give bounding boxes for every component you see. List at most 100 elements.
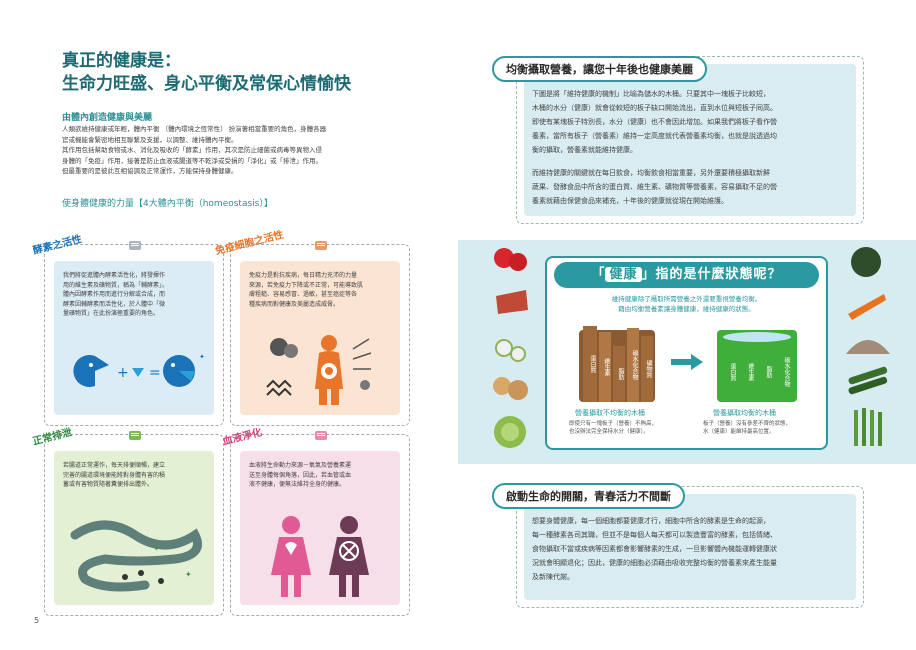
- asparagus-icon: [854, 410, 858, 446]
- card-line: 體內因酵素作用而進行分解或合成，而: [63, 291, 166, 299]
- intro-line: 但最重要的是彼此互相協調及正常運作，方能保持身體健康。: [62, 167, 238, 175]
- pin-icon: [315, 241, 327, 250]
- intestine-illustration: ✦ ✦: [70, 520, 202, 592]
- miso-icon: [496, 290, 528, 314]
- left-page: 真正的健康是： 生命力旺盛、身心平衡及常保心情愉快 由體內創造健康與美麗 人類欲…: [31, 51, 410, 625]
- subtitle-line: 藉由均衡營養素讓身體健康，維持健康的狀態。: [618, 305, 755, 313]
- potato-icon: [493, 377, 511, 395]
- enzyme-illustration: + = ✦: [73, 353, 205, 387]
- card-line: 量礦物質」在此扮演極重要的角色。: [63, 310, 160, 318]
- card-text: 我們將促進體內酵素活性化，將發揮作 用的維生素及礦物質，稱為「輔酵素」。 體內因…: [63, 271, 209, 319]
- card-line: 來源，若免疫力下降或不正常，可能導致肌: [249, 281, 364, 289]
- text-line: 及新陳代謝。: [532, 573, 574, 581]
- card-line: 送至身體每個角落，因此，若血管或血: [249, 471, 352, 479]
- turnip-icon: [510, 346, 526, 362]
- text-line: 想要身體健康，每一個細胞都要健康才行，細胞中所含的酵素是生命的起源，: [532, 517, 770, 525]
- text-line: 況就會明顯退化；因此，健康的細胞必須藉由吸收完整均衡的營養素來產生能量: [532, 559, 777, 567]
- card-line: 免疫力是對抗疾病，每日精力充沛的力量: [249, 272, 358, 279]
- barrel-stave: 脂肪: [765, 366, 772, 378]
- blood-illustration: [271, 516, 369, 597]
- text-line: 食物攝取不當或疾病等因素都會影響酵素的生成，一旦影響體內機能運轉健康狀: [532, 545, 777, 553]
- unbalanced-barrel: 蛋白質 維生素 脂肪 碳水化合物 礦物質: [577, 322, 657, 402]
- homeostasis-heading: 使身體健康的力量【4大體內平衡（homeostasis）】: [62, 199, 273, 209]
- card-text: 若腸道正常運作，每天排便順暢，建立 完善的腸道環境便能將對身體有害的積 蓄或有害…: [63, 461, 209, 490]
- balanced-caption: 營養攝取均衡的木桶: [713, 409, 776, 417]
- section-heading: 由體內創造健康與美麗: [62, 113, 153, 123]
- text-line: 木桶的水分（健康）就會從較短的板子缺口開始流出，直到水位與短板子同高。: [532, 104, 777, 112]
- nutrition-paragraph-1: 下圖是將「維持健康的機制」比喻為儲水的木桶。只要其中一塊板子比較短， 木桶的水分…: [532, 87, 852, 157]
- card-line: 若腸道正常運作，每天排便順暢，建立: [63, 462, 166, 469]
- barrel-stave: 碳水化合物: [783, 357, 790, 387]
- card-text: 血液將生命動力來源－氧氣及營養素運 送至身體每個角落，因此，若血管或血 液不健康…: [249, 461, 395, 490]
- life-switch-heading: 啟動生命的開關，青春活力不間斷: [492, 483, 685, 509]
- barrel-stave: 蛋白質: [729, 363, 736, 381]
- potato-icon: [508, 380, 528, 400]
- card-line: 用的維生素及礦物質，稱為「輔酵素」。: [63, 281, 169, 289]
- question-title: 「健康 」指的是什麼狀態呢？: [554, 262, 819, 288]
- pin-icon: [129, 241, 141, 250]
- text-line: 養素，當所有板子（營養素）維持一定高度就代表營養素均衡，也就是說透過均: [532, 132, 777, 140]
- pin-icon: [315, 431, 327, 440]
- life-switch-paragraph: 想要身體健康，每一個細胞都要健康才行，細胞中所含的酵素是生命的起源， 每一種酵素…: [532, 514, 852, 584]
- mushroom-icon: [846, 340, 890, 354]
- card-line: 膚粗糙、容易感冒、過敏，甚至癌症等各: [249, 291, 358, 299]
- arrow-right-icon: [671, 354, 703, 370]
- svg-text:✦: ✦: [153, 544, 160, 553]
- title-part: 「: [591, 267, 606, 282]
- intro-line: 身體的「免疫」作用，接著是防止血液或腸道等不乾淨或受損的「淨化」或「排泄」作用。: [62, 156, 322, 165]
- immunity-illustration: [266, 335, 372, 405]
- intro-paragraph: 人類欲維持健康或年輕，體內平衡 （體內環境之恆常性） 扮演著相當重要的角色，身體…: [62, 124, 402, 177]
- barrel-water: [723, 332, 791, 342]
- note-line: 水（健康）能維持最高位置。: [703, 429, 775, 435]
- svg-text:✦: ✦: [199, 353, 205, 361]
- tomato-icon: [509, 253, 527, 271]
- carrot-icon: [848, 294, 886, 320]
- nutrition-box: [516, 56, 864, 224]
- text-line: 養素就藉由保健食品來補充，十年後的健康就從現在開始維護。: [532, 197, 728, 205]
- barrel-stave: 維生素: [747, 363, 754, 381]
- blood-card: 血液將生命動力來源－氧氣及營養素運 送至身體每個角落，因此，若血管或血 液不健康…: [230, 431, 410, 616]
- card-line: 蓄或有害物質隨著糞便排出體外。: [63, 481, 154, 489]
- note-line: 即使只有一塊板子（營養）不夠高，: [569, 421, 658, 427]
- immunity-card: 免疫力是對抗疾病，每日精力充沛的力量 來源，若免疫力下降或不正常，可能導致肌 膚…: [230, 241, 410, 426]
- cucumber-icon: [848, 366, 888, 385]
- intro-line: 其作用包括幫助食物或水、消化及吸收的「酵素」作用，其次是防止細菌或病毒等異物入侵: [62, 146, 322, 154]
- unbalanced-note: 即使只有一塊板子（營養）不夠高， 也沒辦法完全保持水分（健康）。: [569, 420, 657, 436]
- title-line-1: 真正的健康是：: [62, 51, 181, 71]
- note-line: 板子（營養）沒有參差不齊的狀態，: [703, 421, 792, 427]
- title-part: 」指的是什麼狀態呢？: [641, 267, 782, 282]
- card-line: 血液將生命動力來源－氧氣及營養素運: [249, 462, 352, 469]
- text-line: 每一種酵素各司其職，但並不是每個人每天都可以製造豐富的酵素，包括情緒、: [532, 531, 777, 539]
- barrel-stave: 碳水化合物: [627, 328, 639, 402]
- unbalanced-caption: 營養攝取不均衡的木桶: [575, 409, 645, 417]
- barrel-stave: 礦物質: [641, 336, 653, 402]
- card-line: 我們將促進體內酵素活性化，將發揮作: [63, 272, 166, 279]
- text-line: 蔬果、發酵食品中所含的蛋白質、維生素、礦物質等營養素，容易攝取不足的營: [532, 183, 777, 191]
- svg-text:+: +: [117, 365, 129, 381]
- text-line: 衡的攝取，營養素就能維持健康。: [532, 146, 637, 154]
- excretion-card: 若腸道正常運作，每天排便順暢，建立 完善的腸道環境便能將對身體有害的積 蓄或有害…: [44, 431, 224, 616]
- barrel-stave: 蛋白質: [583, 326, 597, 402]
- note-line: 也沒辦法完全保持水分（健康）。: [569, 429, 649, 435]
- card-line: 完善的腸道環境便能將對身體有害的積: [63, 471, 166, 479]
- nutrition-heading: 均衡攝取營養，讓您十年後也健康美麗: [492, 56, 707, 82]
- pumpkin-icon: [851, 247, 881, 277]
- balanced-barrel: 蛋白質 維生素 脂肪 碳水化合物: [717, 330, 797, 402]
- subtitle-line: 維持健康除了攝取所需營養之外還要重視營養均衡。: [611, 295, 762, 303]
- text-line: 而維持健康的關鍵就在每日飲食，均衡飲食相當重要，另外還要積極攝取新鮮: [532, 169, 770, 177]
- card-text: 免疫力是對抗疾病，每日精力充沛的力量 來源，若免疫力下降或不正常，可能導致肌 膚…: [249, 271, 395, 309]
- card-background: [240, 451, 400, 605]
- card-line: 種疾病而對健康及美麗造成威脅。: [249, 300, 340, 308]
- card-line: 液不健康，便無法維持全身的健康。: [249, 481, 346, 489]
- question-subtitle: 維持健康除了攝取所需營養之外還要重視營養均衡。 藉由均衡營養素讓身體健康，維持健…: [547, 294, 826, 314]
- enzyme-card: 我們將促進體內酵素活性化，將發揮作 用的維生素及礦物質，稱為「輔酵素」。 體內因…: [44, 241, 224, 426]
- text-line: 下圖是將「維持健康的機制」比喻為儲水的木桶。只要其中一塊板子比較短，: [532, 90, 770, 98]
- barrel-stave: 維生素: [599, 332, 611, 402]
- intro-line: 人類欲維持健康或年輕，體內平衡 （體內環境之恆常性） 扮演著相當重要的角色，身體…: [62, 125, 327, 133]
- svg-text:=: =: [149, 365, 161, 381]
- pin-icon: [129, 431, 141, 440]
- food-column-right: [846, 247, 890, 446]
- title-line-2: 生命力旺盛、身心平衡及常保心情愉快: [62, 74, 351, 94]
- title-highlight: 健康: [605, 267, 642, 282]
- life-switch-box: [516, 486, 864, 608]
